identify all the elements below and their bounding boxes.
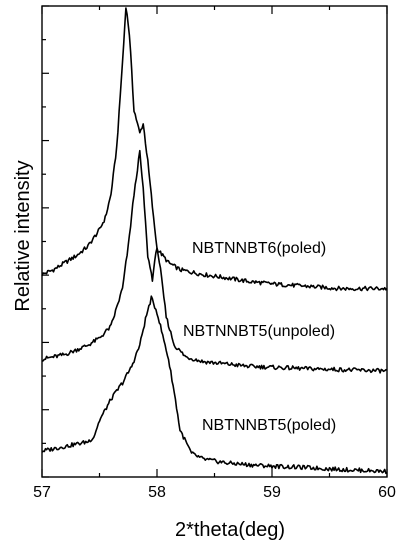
series-label: NBTNNBT6(poled) — [192, 240, 326, 257]
x-axis-title: 2*theta(deg) — [175, 519, 285, 541]
series-line — [41, 7, 388, 292]
series-labels: NBTNNBT6(poled) NBTNNBT5(unpoled) NBTNNBT5… — [183, 240, 336, 434]
x-tick-label: 59 — [263, 484, 281, 501]
x-tick-label: 57 — [33, 484, 51, 501]
y-axis-title: Relative intensity — [12, 160, 34, 311]
series-line — [41, 295, 388, 475]
series-label: NBTNNBT5(unpoled) — [183, 323, 335, 340]
series-label: NBTNNBT5(poled) — [202, 417, 336, 434]
x-tick-label: 58 — [148, 484, 166, 501]
series-lines — [41, 7, 388, 475]
x-tick-label: 60 — [378, 484, 396, 501]
series-line — [41, 149, 388, 374]
y-axis-ticks — [42, 5, 49, 478]
